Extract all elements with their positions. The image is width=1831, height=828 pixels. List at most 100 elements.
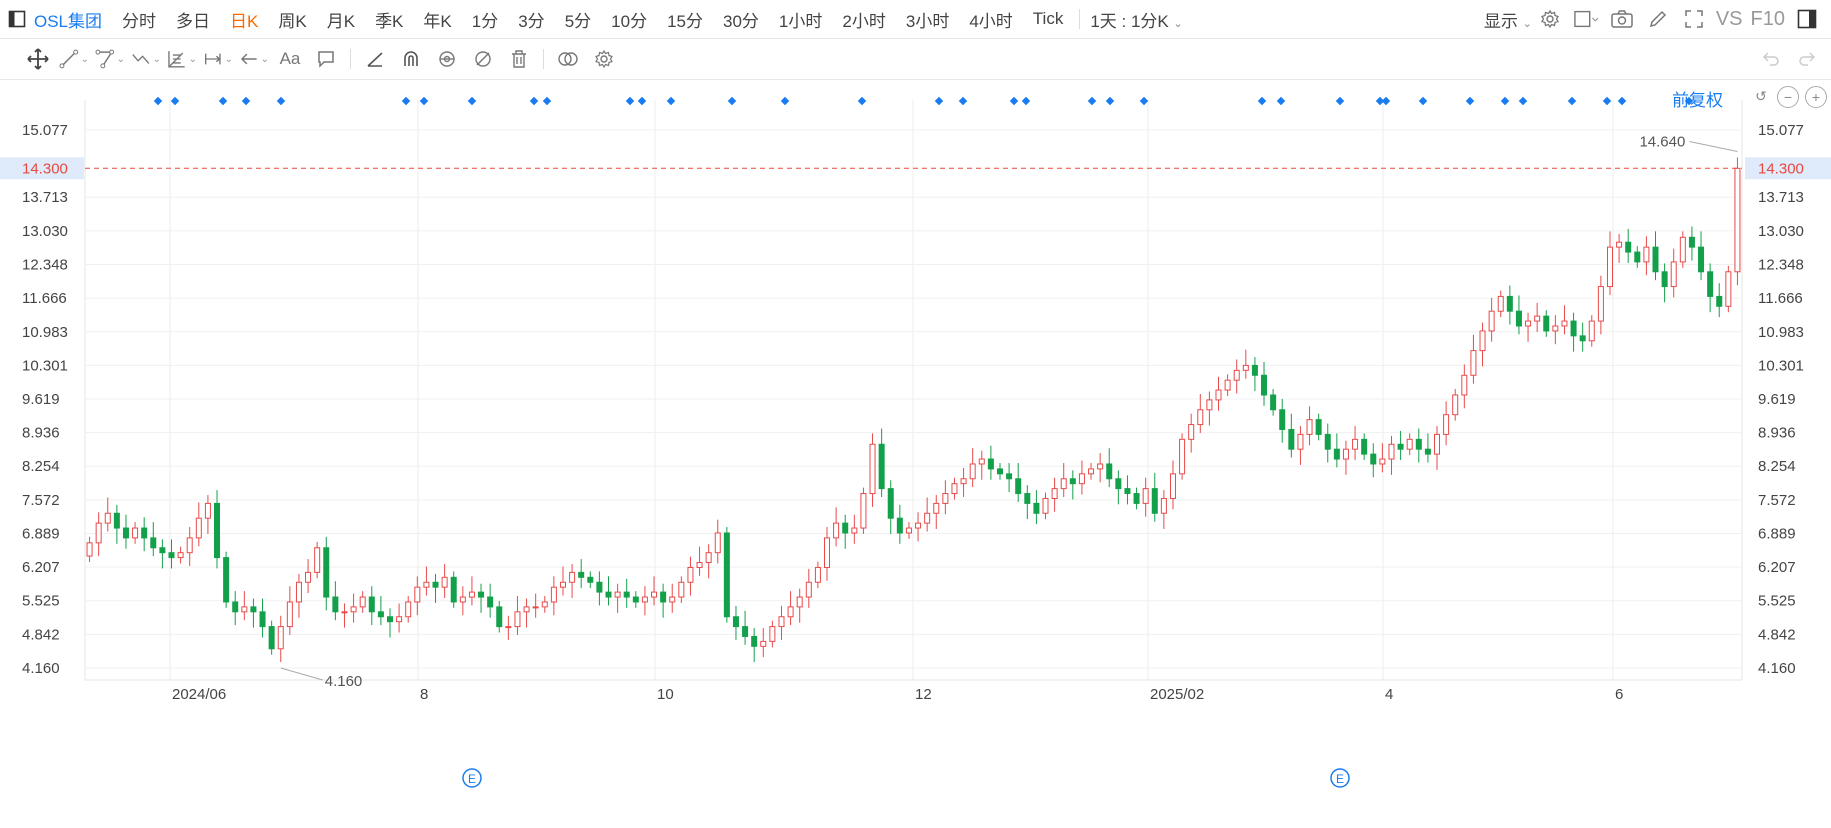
event-marker[interactable] bbox=[1276, 96, 1286, 106]
move-icon[interactable] bbox=[23, 44, 53, 74]
trash-icon[interactable] bbox=[504, 44, 534, 74]
candle-body[interactable] bbox=[587, 576, 594, 583]
candle-body[interactable] bbox=[350, 606, 357, 613]
eye-lock-icon[interactable] bbox=[432, 44, 462, 74]
candle-body[interactable] bbox=[578, 571, 585, 578]
candle-body[interactable] bbox=[186, 537, 193, 554]
candle-body[interactable] bbox=[924, 512, 931, 524]
candle-body[interactable] bbox=[305, 571, 312, 583]
candle-body[interactable] bbox=[1279, 409, 1286, 430]
candle-body[interactable] bbox=[878, 443, 885, 490]
candle-body[interactable] bbox=[204, 502, 211, 519]
candle-body[interactable] bbox=[623, 591, 630, 598]
zigzag-icon[interactable]: ⌄ bbox=[131, 44, 161, 74]
event-marker[interactable] bbox=[218, 96, 228, 106]
candle-body[interactable] bbox=[1424, 448, 1431, 455]
event-marker[interactable] bbox=[1465, 96, 1475, 106]
candle-body[interactable] bbox=[86, 542, 93, 557]
event-marker[interactable] bbox=[857, 96, 867, 106]
candle-body[interactable] bbox=[942, 493, 949, 504]
pencil-icon[interactable] bbox=[1646, 7, 1670, 31]
candle-body[interactable] bbox=[286, 601, 293, 628]
candle-body[interactable] bbox=[268, 626, 275, 650]
candle-body[interactable] bbox=[869, 443, 876, 495]
candle-body[interactable] bbox=[814, 566, 821, 583]
candle-body[interactable] bbox=[1224, 379, 1231, 391]
candle-body[interactable] bbox=[214, 502, 221, 559]
candle-body[interactable] bbox=[1288, 428, 1295, 450]
candle-body[interactable] bbox=[241, 606, 248, 613]
candle-body[interactable] bbox=[1725, 271, 1732, 307]
tab-period-5[interactable]: 季K bbox=[375, 11, 404, 31]
candle-body[interactable] bbox=[295, 581, 302, 603]
candle-body[interactable] bbox=[614, 591, 621, 598]
event-badge[interactable] bbox=[462, 768, 482, 788]
candle-body[interactable] bbox=[1297, 433, 1304, 450]
candle-body[interactable] bbox=[687, 566, 694, 583]
checkbox-icon[interactable] bbox=[1574, 7, 1598, 31]
candle-body[interactable] bbox=[1561, 320, 1568, 327]
candle-body[interactable] bbox=[778, 616, 785, 628]
candle-body[interactable] bbox=[769, 626, 776, 642]
candle-body[interactable] bbox=[323, 547, 330, 598]
candle-body[interactable] bbox=[1579, 335, 1586, 342]
candle-body[interactable] bbox=[1324, 433, 1331, 450]
event-marker[interactable] bbox=[1518, 96, 1528, 106]
candle-body[interactable] bbox=[1261, 374, 1268, 396]
arrow-icon[interactable]: ⌄ bbox=[239, 44, 269, 74]
event-marker[interactable] bbox=[1087, 96, 1097, 106]
event-marker[interactable] bbox=[170, 96, 180, 106]
event-marker[interactable] bbox=[958, 96, 968, 106]
candle-body[interactable] bbox=[1506, 295, 1513, 312]
event-marker[interactable] bbox=[241, 96, 251, 106]
candle-body[interactable] bbox=[787, 606, 794, 618]
candle-body[interactable] bbox=[550, 586, 557, 603]
candle-body[interactable] bbox=[1370, 453, 1377, 465]
tab-period-8[interactable]: 3分 bbox=[518, 11, 545, 31]
gear-icon[interactable] bbox=[1538, 7, 1562, 31]
candle-body[interactable] bbox=[1388, 443, 1395, 460]
tab-period-15[interactable]: 3小时 bbox=[905, 11, 950, 31]
candle-body[interactable] bbox=[487, 596, 494, 608]
candle-body[interactable] bbox=[1534, 315, 1541, 322]
candle-body[interactable] bbox=[1179, 438, 1186, 475]
candle-body[interactable] bbox=[824, 537, 831, 568]
candle-body[interactable] bbox=[113, 512, 120, 529]
candle-body[interactable] bbox=[405, 601, 412, 618]
candle-body[interactable] bbox=[1643, 246, 1650, 263]
candle-body[interactable] bbox=[887, 488, 894, 519]
candle-body[interactable] bbox=[523, 606, 530, 613]
candle-body[interactable] bbox=[742, 626, 749, 637]
event-marker[interactable] bbox=[542, 96, 552, 106]
event-marker[interactable] bbox=[1500, 96, 1510, 106]
candle-body[interactable] bbox=[1734, 167, 1741, 273]
candle-body[interactable] bbox=[933, 502, 940, 514]
stock-name[interactable]: OSL集团 bbox=[34, 11, 103, 31]
candle-body[interactable] bbox=[232, 601, 239, 613]
tab-period-11[interactable]: 15分 bbox=[667, 11, 703, 31]
candle-body[interactable] bbox=[359, 596, 366, 608]
candle-body[interactable] bbox=[1233, 369, 1240, 381]
candle-body[interactable] bbox=[669, 596, 676, 603]
zoom-in-icon[interactable]: + bbox=[1805, 86, 1827, 108]
event-badge[interactable] bbox=[1330, 768, 1350, 788]
candle-body[interactable] bbox=[159, 547, 166, 554]
candle-body[interactable] bbox=[377, 611, 384, 618]
candle-body[interactable] bbox=[1006, 473, 1013, 480]
candle-body[interactable] bbox=[332, 596, 339, 613]
candle-body[interactable] bbox=[1160, 497, 1167, 514]
event-marker[interactable] bbox=[153, 96, 163, 106]
event-marker[interactable] bbox=[1567, 96, 1577, 106]
candle-body[interactable] bbox=[651, 591, 658, 598]
event-marker[interactable] bbox=[1009, 96, 1019, 106]
event-marker[interactable] bbox=[1602, 96, 1612, 106]
display-dropdown[interactable]: 显示 ⌄ bbox=[1484, 7, 1532, 32]
candle-body[interactable] bbox=[414, 586, 421, 603]
event-marker[interactable] bbox=[625, 96, 635, 106]
candle-body[interactable] bbox=[596, 581, 603, 593]
candle-body[interactable] bbox=[250, 606, 257, 613]
candle-body[interactable] bbox=[1497, 295, 1504, 312]
candle-body[interactable] bbox=[1242, 364, 1249, 371]
tab-period-6[interactable]: 年K bbox=[423, 11, 452, 31]
candle-body[interactable] bbox=[951, 483, 958, 495]
